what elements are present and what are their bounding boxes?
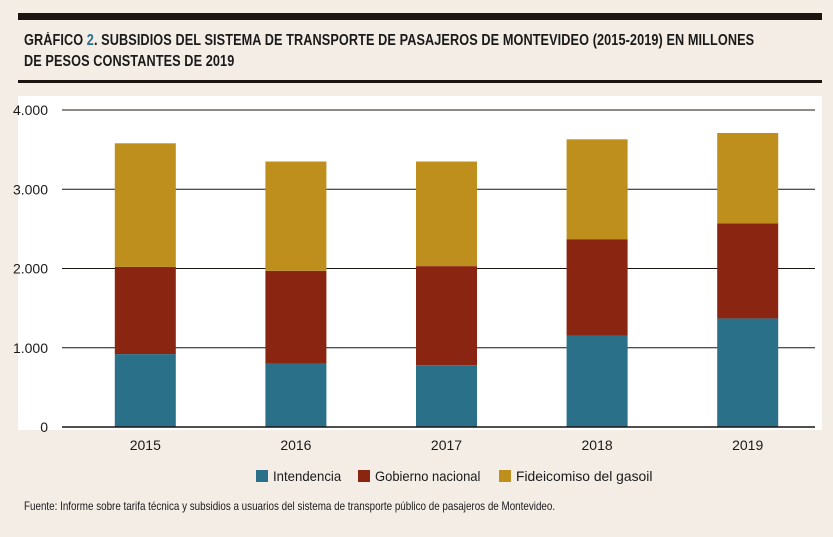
title-line2: DE PESOS CONSTANTES DE 2019 bbox=[24, 53, 235, 70]
bar-segment bbox=[566, 335, 628, 427]
y-tick-label: 4.000 bbox=[13, 102, 48, 118]
title-text: . SUBSIDIOS DEL SISTEMA DE TRANSPORTE DE… bbox=[93, 32, 755, 49]
x-tick-label: 2017 bbox=[431, 437, 462, 453]
bar-segment bbox=[566, 139, 628, 240]
bar-segment bbox=[416, 161, 477, 267]
legend-swatch bbox=[256, 470, 268, 482]
y-tick-label: 3.000 bbox=[13, 181, 48, 197]
bar-segment bbox=[114, 354, 176, 427]
title-rule bbox=[18, 80, 822, 83]
bar-segment bbox=[114, 266, 176, 355]
legend-swatch bbox=[358, 470, 370, 482]
legend-label: Fideicomiso del gasoil bbox=[516, 468, 652, 484]
bar-segment bbox=[265, 270, 327, 364]
bar-segment bbox=[717, 318, 779, 427]
title-prefix: GRÁFICO bbox=[24, 32, 87, 49]
source-note: Fuente: Informe sobre tarifa técnica y s… bbox=[24, 499, 556, 513]
top-rule bbox=[18, 13, 822, 20]
bar-segment bbox=[717, 223, 779, 319]
bar-segment bbox=[114, 143, 176, 267]
title-number: 2 bbox=[86, 32, 94, 49]
x-tick-label: 2018 bbox=[582, 437, 613, 453]
bar-segment bbox=[265, 363, 327, 427]
x-tick-label: 2019 bbox=[732, 437, 763, 453]
bar-segment bbox=[717, 132, 779, 224]
y-tick-label: 0 bbox=[40, 419, 48, 435]
chart-title: GRÁFICO 2. SUBSIDIOS DEL SISTEMA DE TRAN… bbox=[24, 30, 811, 72]
x-tick-label: 2016 bbox=[280, 437, 311, 453]
bar-segment bbox=[416, 365, 477, 427]
legend-swatch bbox=[499, 470, 511, 482]
bar-segment bbox=[566, 239, 628, 336]
legend-label: Intendencia bbox=[273, 468, 341, 484]
y-tick-label: 2.000 bbox=[13, 261, 48, 277]
legend-label: Gobierno nacional bbox=[375, 468, 480, 484]
bar-segment bbox=[416, 266, 477, 366]
x-tick-label: 2015 bbox=[130, 437, 161, 453]
bar-segment bbox=[265, 161, 327, 271]
y-tick-label: 1.000 bbox=[13, 340, 48, 356]
